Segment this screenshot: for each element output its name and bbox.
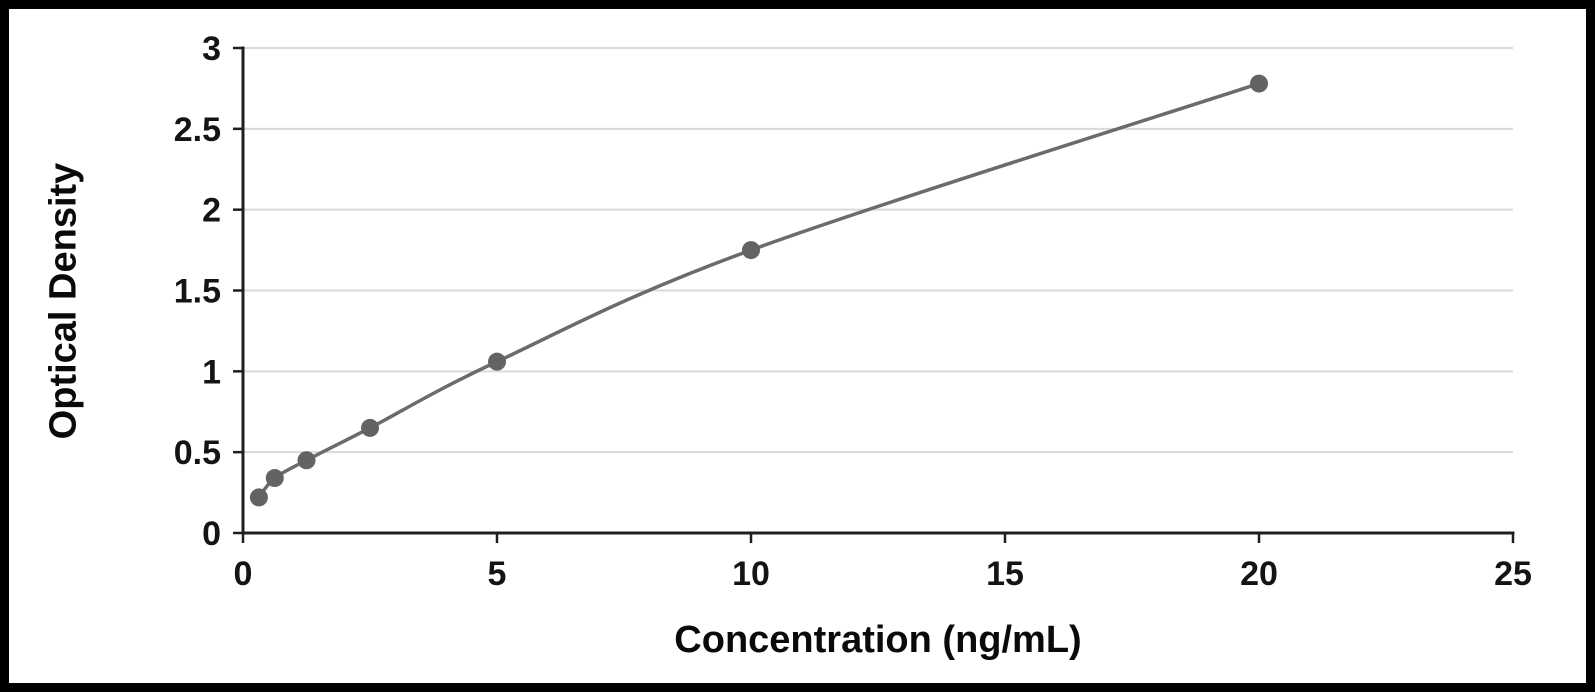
y-tick-labels: 0 0.5 1 1.5 2 2.5 3 xyxy=(174,30,221,553)
data-point xyxy=(1250,74,1268,93)
standard-curve-chart: 0 5 10 15 20 25 0 0.5 1 1.5 2 2.5 3 xyxy=(174,30,1532,593)
svg-text:25: 25 xyxy=(1494,555,1532,593)
svg-text:2: 2 xyxy=(202,192,221,230)
svg-text:10: 10 xyxy=(732,555,770,593)
data-point xyxy=(361,418,379,437)
gridlines xyxy=(243,47,1513,454)
data-point xyxy=(297,451,316,470)
svg-text:0: 0 xyxy=(202,515,221,553)
data-point xyxy=(249,488,268,507)
svg-text:0.5: 0.5 xyxy=(174,434,221,472)
svg-text:1.5: 1.5 xyxy=(174,273,221,311)
svg-text:5: 5 xyxy=(488,555,507,593)
y-axis-title: Optical Density xyxy=(42,162,85,440)
svg-text:1: 1 xyxy=(202,353,221,391)
data-point xyxy=(742,241,760,260)
x-axis-title: Concentration (ng/mL) xyxy=(674,619,1082,661)
x-tick-labels: 0 5 10 15 20 25 xyxy=(234,555,1532,593)
svg-text:3: 3 xyxy=(202,30,221,68)
data-point xyxy=(488,352,506,371)
data-point xyxy=(265,469,284,488)
data-points xyxy=(249,74,1268,507)
svg-text:15: 15 xyxy=(986,555,1024,593)
svg-text:2.5: 2.5 xyxy=(174,111,221,149)
svg-text:0: 0 xyxy=(234,555,253,593)
tick-marks xyxy=(233,46,1515,543)
svg-text:20: 20 xyxy=(1240,555,1278,593)
